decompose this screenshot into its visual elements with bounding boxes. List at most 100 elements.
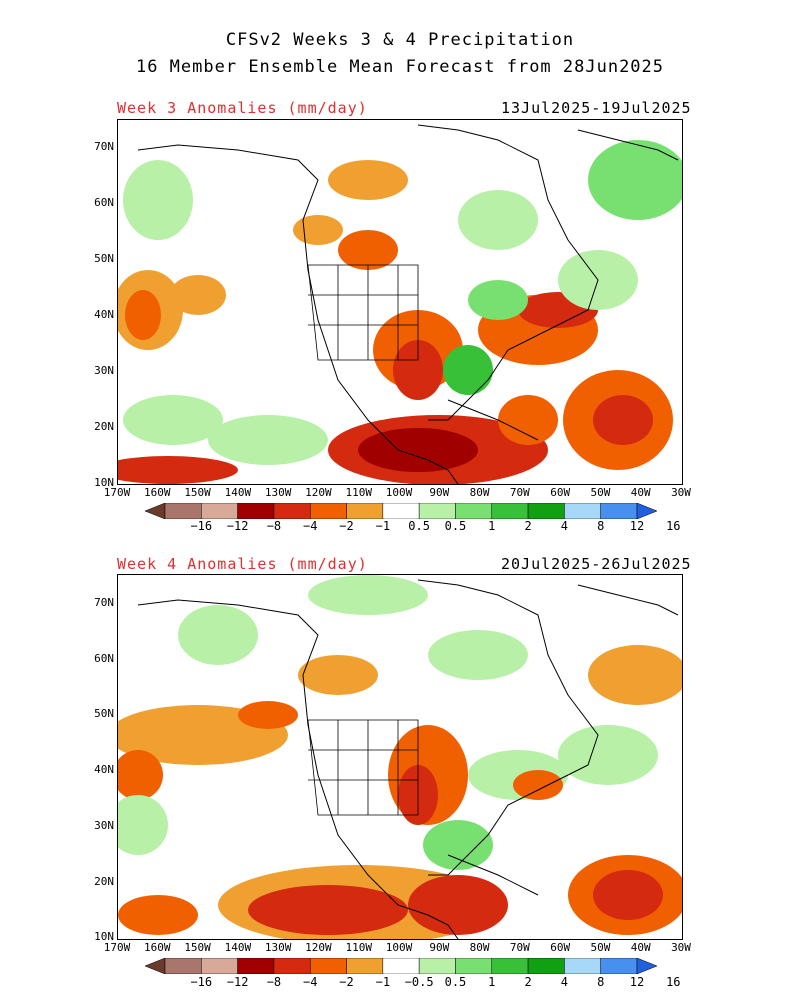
lon-label: 120W xyxy=(305,941,332,954)
lon-label: 90W xyxy=(429,486,450,499)
colorbar-segment xyxy=(600,958,638,974)
lon-label: 150W xyxy=(184,486,211,499)
colorbar-segment xyxy=(600,503,638,519)
colorbar-label: 2 xyxy=(524,975,532,989)
colorbar-label: −16 xyxy=(190,519,213,533)
lon-label: 40W xyxy=(630,486,651,499)
lon-label: 50W xyxy=(590,486,611,499)
week4-map-svg xyxy=(118,575,682,939)
lon-label: 40W xyxy=(630,941,651,954)
lon-label: 80W xyxy=(469,486,490,499)
title-line-2: 16 Member Ensemble Mean Forecast from 28… xyxy=(135,57,665,77)
colorbar-label: −2 xyxy=(339,975,354,989)
week3-map-svg xyxy=(118,124,682,484)
colorbar-label: 8 xyxy=(597,519,605,533)
colorbar-label: 4 xyxy=(560,975,568,989)
colorbar-segment xyxy=(455,958,493,974)
colorbar-segment xyxy=(491,958,529,974)
title-line-1: CFSv2 Weeks 3 & 4 Precipitation xyxy=(225,30,575,50)
lat-label: 50N xyxy=(94,707,114,720)
lon-label: 170W xyxy=(103,941,131,954)
week3-dates: 13Jul2025-19Jul2025 xyxy=(501,99,692,117)
lon-label: 120W xyxy=(305,486,332,499)
colorbar-label: 8 xyxy=(597,975,605,989)
colorbar-segment xyxy=(346,503,384,519)
week3-anomaly-field xyxy=(118,140,682,484)
colorbar-label: 12 xyxy=(629,975,645,989)
lon-label: 110W xyxy=(345,941,372,954)
colorbar-arrow-left xyxy=(145,503,166,519)
colorbar-label: −4 xyxy=(302,519,318,533)
colorbar-label: 0.5 xyxy=(408,519,430,533)
lon-label: 140W xyxy=(224,941,252,954)
lon-label: 170W xyxy=(103,486,131,499)
lon-label: 100W xyxy=(385,941,413,954)
colorbar-segment xyxy=(237,958,275,974)
lon-label: 80W xyxy=(469,941,490,954)
lon-label: 160W xyxy=(144,486,171,499)
lat-label: 60N xyxy=(94,196,114,209)
colorbar-segment xyxy=(382,958,420,974)
colorbar-label: −12 xyxy=(226,975,249,989)
colorbar-arrow-right xyxy=(636,503,657,519)
lat-label: 50N xyxy=(94,252,114,265)
lat-label: 30N xyxy=(94,364,114,377)
colorbar-segment xyxy=(164,503,202,519)
week3-map xyxy=(117,119,683,485)
colorbar-segment xyxy=(309,958,347,974)
lat-label: 40N xyxy=(94,308,114,321)
lat-label: 60N xyxy=(94,652,114,665)
colorbar-label: −1 xyxy=(375,975,391,989)
lon-label: 140W xyxy=(224,486,252,499)
lon-label: 60W xyxy=(550,941,571,954)
colorbar-label: 0.5 xyxy=(444,519,467,533)
colorbar-segment xyxy=(455,503,493,519)
week3-state-borders xyxy=(307,264,419,361)
lon-label: 150W xyxy=(184,941,211,954)
colorbar-segment xyxy=(164,958,202,974)
colorbar-segment xyxy=(237,503,275,519)
lat-label: 20N xyxy=(94,420,114,433)
colorbar-segment xyxy=(418,503,456,519)
colorbar-segment xyxy=(309,503,347,519)
lat-label: 40N xyxy=(94,763,114,776)
lon-label: 100W xyxy=(385,486,413,499)
colorbar-arrow-right xyxy=(636,958,657,974)
lat-label: 30N xyxy=(94,819,114,832)
colorbar-segment xyxy=(346,958,384,974)
colorbar-arrow-left xyxy=(145,958,166,974)
colorbar-label: 1 xyxy=(488,975,496,989)
lon-label: 110W xyxy=(345,486,372,499)
colorbar-label: −4 xyxy=(302,975,318,989)
lon-label: 90W xyxy=(429,941,450,954)
colorbar-segment xyxy=(273,503,311,519)
colorbar-segment xyxy=(527,958,565,974)
colorbar-label: 12 xyxy=(629,519,645,533)
colorbar-segment xyxy=(418,958,456,974)
colorbar-segment xyxy=(527,503,565,519)
week4-anomaly-field xyxy=(118,575,682,939)
colorbar-segment xyxy=(564,958,601,974)
colorbar-label: −8 xyxy=(266,975,282,989)
week3-colorbar xyxy=(145,503,657,519)
colorbar-label: 2 xyxy=(524,519,532,533)
colorbar-label: −8 xyxy=(266,519,282,533)
lat-label: 10N xyxy=(94,930,114,943)
week3-title: Week 3 Anomalies (mm/day) xyxy=(117,99,368,117)
colorbar-label: −12 xyxy=(226,519,249,533)
colorbar-segment xyxy=(273,958,311,974)
week4-map xyxy=(117,574,683,940)
colorbar-segment xyxy=(201,958,238,974)
colorbar-label: −2 xyxy=(339,519,354,533)
colorbar-label: 16 xyxy=(666,519,681,533)
colorbar-label: 4 xyxy=(560,519,568,533)
lon-label: 30W xyxy=(671,486,691,499)
lat-label: 10N xyxy=(94,476,114,489)
lon-label: 130W xyxy=(264,486,292,499)
colorbar-label: 16 xyxy=(666,975,681,989)
lat-label: 70N xyxy=(94,596,114,609)
colorbar-label: −0.5 xyxy=(404,975,434,989)
colorbar-label: −16 xyxy=(190,975,213,989)
lon-label: 50W xyxy=(590,941,611,954)
lon-label: 160W xyxy=(144,941,171,954)
